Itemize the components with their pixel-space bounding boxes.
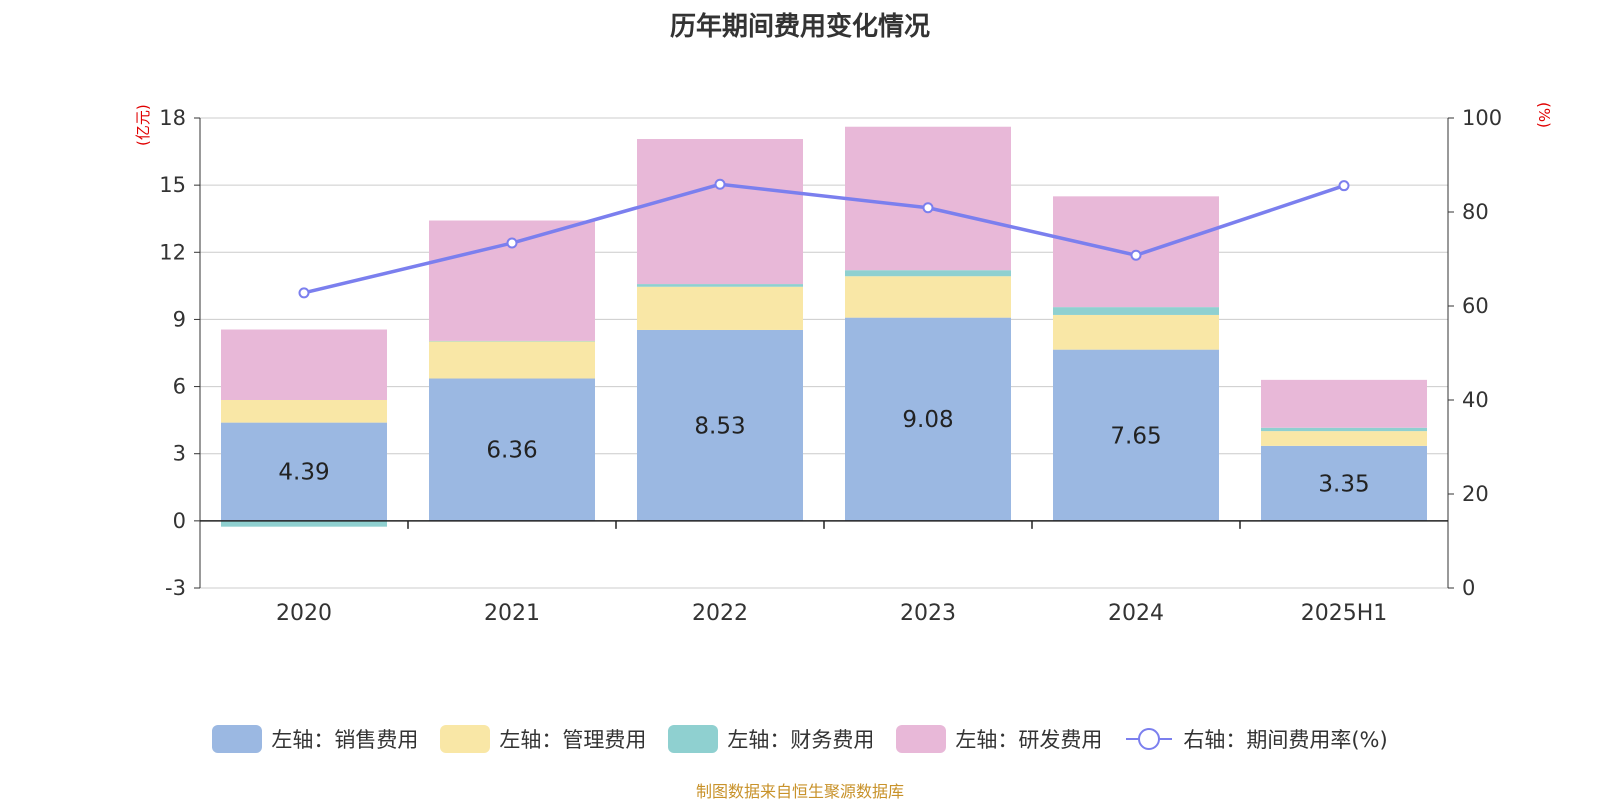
legend-label-admin: 左轴：管理费用 bbox=[499, 728, 647, 752]
bar-data-label: 9.08 bbox=[902, 407, 953, 433]
bar-data-label: 6.36 bbox=[486, 438, 537, 464]
rate-point bbox=[714, 178, 726, 190]
bar-segment bbox=[1053, 349, 1219, 521]
bar-segment bbox=[1053, 314, 1219, 350]
y-tick-label: 3 bbox=[173, 442, 186, 466]
bar-segment bbox=[221, 520, 387, 527]
bar-data-label: 4.39 bbox=[278, 460, 329, 486]
legend-label-finance: 左轴：财务费用 bbox=[727, 728, 875, 752]
y2-tick-label: 20 bbox=[1462, 482, 1489, 506]
bar-data-label: 7.65 bbox=[1110, 423, 1161, 449]
chart-title: 历年期间费用变化情况 bbox=[669, 12, 930, 42]
y-tick-label: 0 bbox=[173, 509, 186, 533]
y2-tick-label: 100 bbox=[1462, 106, 1502, 130]
bar-segment bbox=[221, 329, 387, 400]
x-tick-label: 2023 bbox=[900, 601, 956, 626]
y2-tick-label: 80 bbox=[1462, 200, 1489, 224]
y2-tick-label: 40 bbox=[1462, 388, 1489, 412]
bar-segment bbox=[1053, 307, 1219, 315]
bar-segment bbox=[429, 378, 595, 521]
legend-label-rate: 右轴：期间费用率(%) bbox=[1183, 728, 1388, 752]
legend-swatch-sales bbox=[212, 725, 263, 753]
bar-segment bbox=[845, 317, 1011, 521]
legend-item-finance[interactable]: 左轴：财务费用 bbox=[668, 724, 874, 754]
legend-label-sales: 左轴：销售费用 bbox=[271, 728, 419, 752]
legend-item-rnd[interactable]: 左轴：研发费用 bbox=[896, 724, 1102, 754]
bar-segment bbox=[637, 286, 803, 330]
bar-segment bbox=[1261, 379, 1427, 428]
x-tick-label: 2021 bbox=[484, 601, 540, 626]
y-tick-label: 6 bbox=[173, 375, 186, 399]
legend-swatch-finance bbox=[668, 725, 719, 753]
bar-segment bbox=[637, 284, 803, 287]
y2-tick-label: 0 bbox=[1462, 576, 1475, 600]
y-tick-label: -3 bbox=[165, 576, 186, 600]
x-tick-label: 2024 bbox=[1108, 601, 1164, 626]
legend-item-sales[interactable]: 左轴：销售费用 bbox=[212, 724, 418, 754]
bar-segment bbox=[637, 139, 803, 285]
source-note: 制图数据来自恒生聚源数据库 bbox=[695, 782, 904, 801]
legend-swatch-admin bbox=[440, 725, 491, 753]
legend-item-rate[interactable]: 右轴：期间费用率(%) bbox=[1124, 724, 1388, 754]
y-tick-label: 18 bbox=[159, 106, 186, 130]
bar-segment bbox=[1261, 431, 1427, 446]
bar-segment bbox=[1261, 445, 1427, 521]
y-tick-label: 12 bbox=[159, 240, 186, 264]
bar-segment bbox=[845, 276, 1011, 318]
rate-point bbox=[1338, 180, 1350, 192]
y-tick-label: 9 bbox=[173, 307, 186, 331]
bar-segment bbox=[429, 340, 595, 342]
y-tick-label: 15 bbox=[159, 173, 186, 197]
legend-swatch-rate bbox=[1126, 728, 1173, 750]
bar-segment bbox=[1261, 427, 1427, 432]
chart-legend: 左轴：销售费用 左轴：管理费用 左轴：财务费用 左轴：研发费用 右轴：期间费用率… bbox=[0, 724, 1600, 754]
bar-segment bbox=[221, 400, 387, 423]
bar-segment bbox=[845, 270, 1011, 277]
bar-data-label: 3.35 bbox=[1318, 471, 1369, 497]
bar-data-label: 8.53 bbox=[694, 413, 745, 439]
bar-segment bbox=[221, 422, 387, 521]
bar-segment bbox=[845, 126, 1011, 271]
rate-point bbox=[922, 202, 934, 214]
legend-label-rnd: 左轴：研发费用 bbox=[955, 728, 1103, 752]
y2-tick-label: 60 bbox=[1462, 294, 1489, 318]
legend-swatch-rnd bbox=[896, 725, 947, 753]
bar-segment bbox=[429, 341, 595, 379]
rate-point bbox=[298, 287, 310, 299]
x-tick-label: 2020 bbox=[276, 601, 332, 626]
rate-line bbox=[303, 182, 1345, 295]
rate-point bbox=[1130, 249, 1142, 261]
x-tick-label: 2025H1 bbox=[1301, 601, 1388, 626]
rate-point bbox=[506, 237, 518, 249]
x-tick-label: 2022 bbox=[692, 601, 748, 626]
legend-item-admin[interactable]: 左轴：管理费用 bbox=[440, 724, 646, 754]
bar-segment bbox=[637, 329, 803, 521]
